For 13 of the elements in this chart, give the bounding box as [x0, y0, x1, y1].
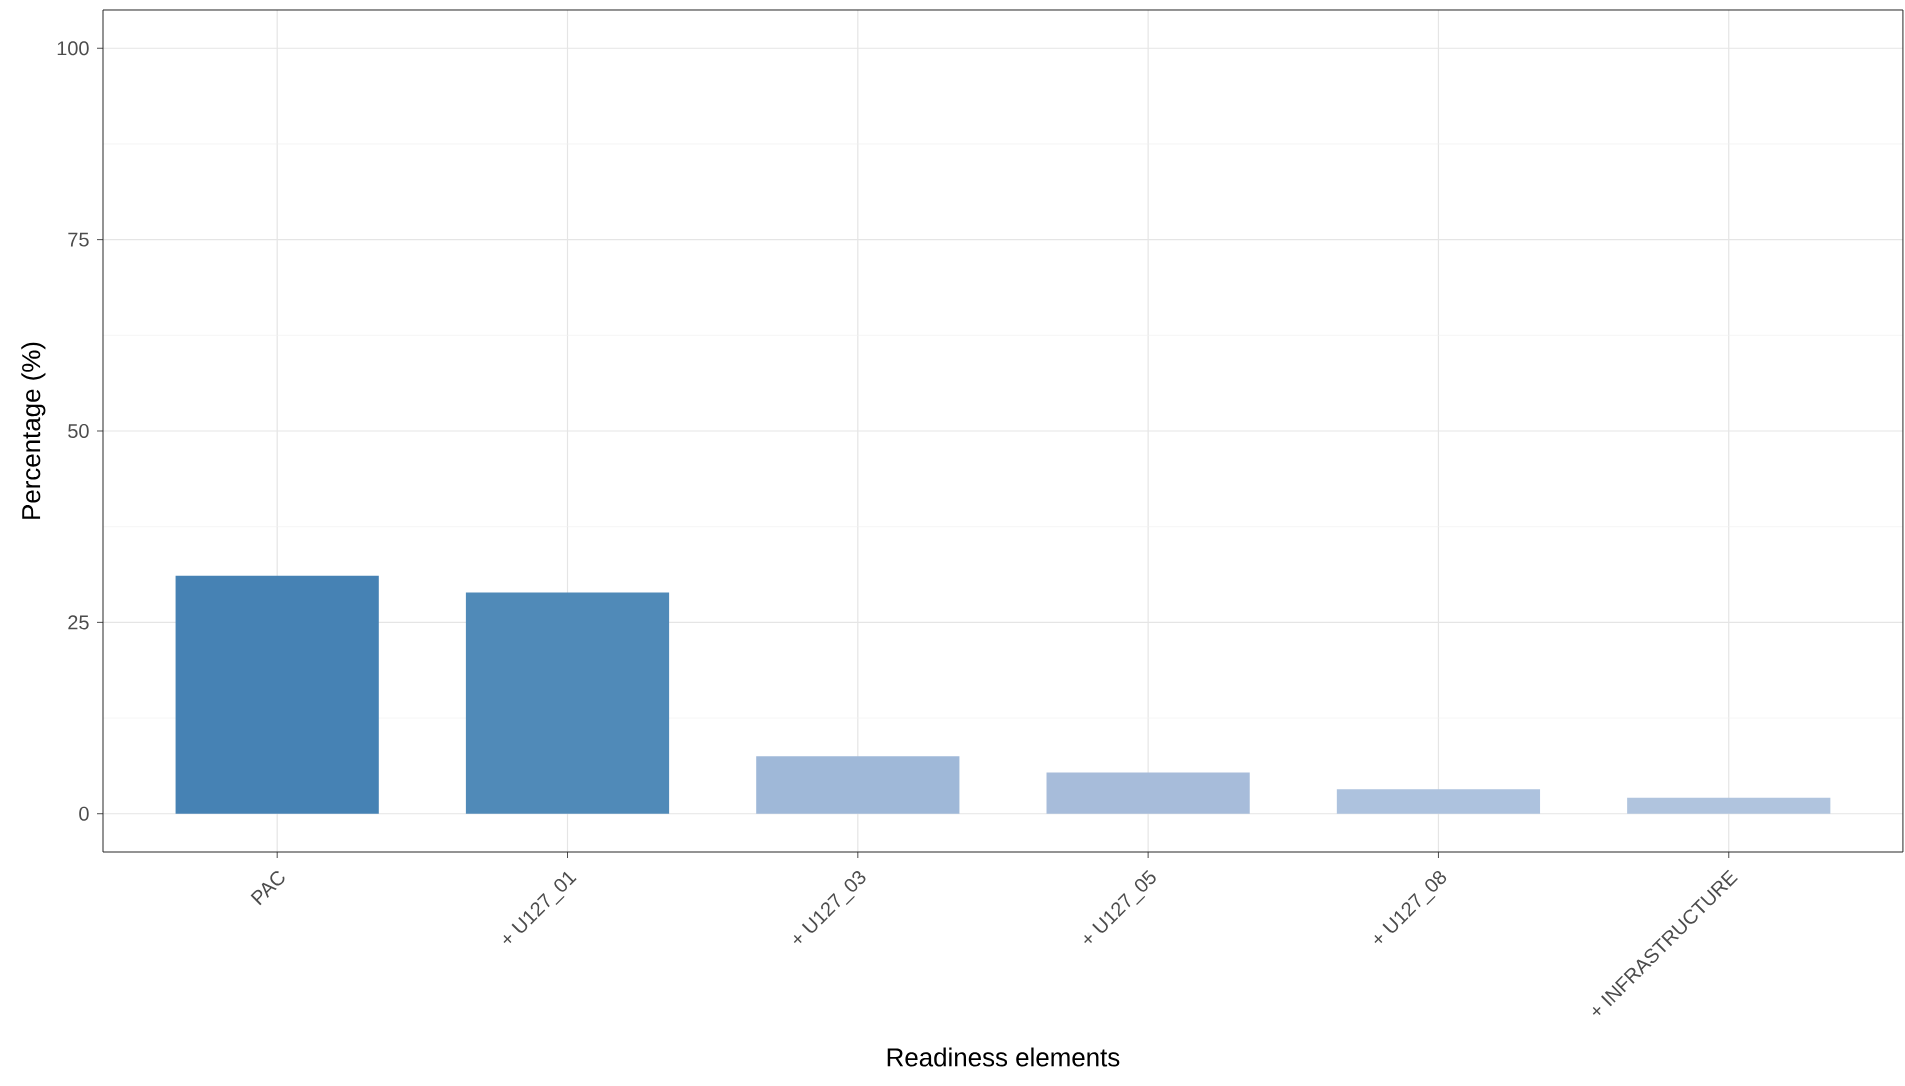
y-tick-label: 100 — [57, 41, 89, 56]
y-tick-label: 50 — [68, 423, 89, 439]
bar — [465, 592, 670, 814]
bar — [1336, 789, 1541, 814]
bar — [175, 575, 379, 814]
y-axis-title: Percentage (%) — [21, 342, 46, 519]
y-tick-label: 75 — [68, 232, 89, 247]
bar — [1627, 797, 1831, 814]
bar — [756, 756, 960, 814]
x-axis-title: Readiness elements — [887, 1047, 1120, 1067]
bar — [1046, 772, 1250, 814]
y-tick-label: 25 — [68, 615, 89, 630]
y-tick-label: 0 — [79, 806, 89, 821]
